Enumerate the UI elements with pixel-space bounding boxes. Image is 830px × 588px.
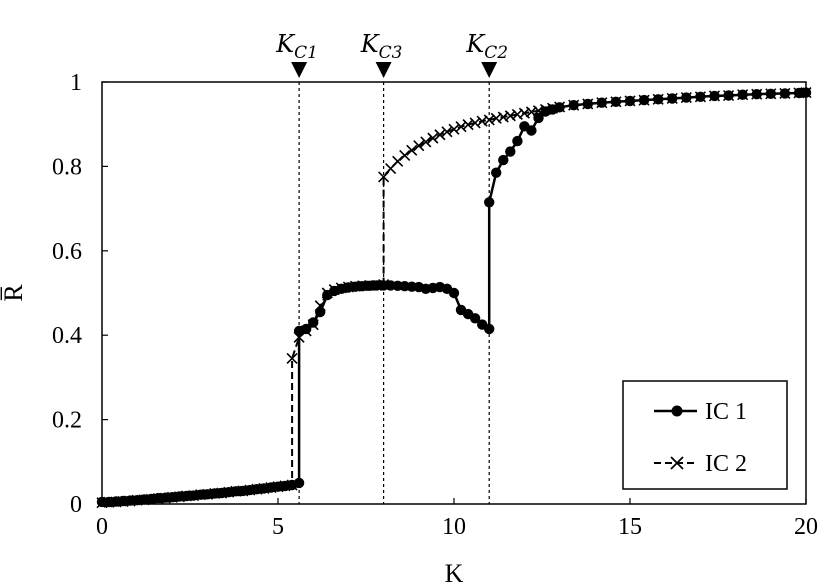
series-2-point (483, 114, 495, 126)
y-axis: 0 0.2 0.4 0.6 0.8 1 (52, 70, 108, 518)
x-tick-label: 10 (442, 514, 466, 540)
series-2-point (737, 89, 749, 101)
series-2-point (399, 149, 411, 161)
series-2-point (722, 89, 735, 102)
critical-label-subscript: C3 (379, 43, 403, 63)
series-1-point (484, 197, 495, 208)
critical-label-subscript: C1 (294, 43, 318, 63)
series-2-point (582, 98, 594, 110)
series-2-point (694, 91, 706, 103)
x-tick-label: 5 (272, 514, 284, 540)
series-2-point (406, 144, 418, 156)
series-2-point (413, 140, 425, 152)
series-2-point (765, 88, 777, 100)
y-axis-title: R̅ (0, 284, 28, 302)
series-1-point (293, 477, 305, 489)
series-2-point (441, 126, 453, 138)
x-tick-label: 20 (794, 514, 818, 540)
series-1-point (469, 313, 481, 324)
legend: IC 1 IC 2 (622, 380, 788, 490)
series-2-point (455, 121, 467, 133)
critical-label: KC3 (360, 30, 403, 63)
series-2-point (314, 300, 326, 312)
series-1-point (505, 146, 516, 157)
series-1-point (526, 125, 537, 136)
series-2-point (462, 119, 474, 131)
series-1-point (301, 323, 312, 335)
series-1-point (448, 287, 460, 299)
y-tick-label: 0.2 (52, 408, 82, 434)
critical-label-main: K (275, 30, 296, 58)
series-2-point (328, 284, 340, 296)
critical-marker-triangle (291, 62, 308, 78)
series-2-point (434, 129, 446, 141)
series-2-point (666, 92, 678, 105)
series-2-point (286, 352, 298, 364)
series-2-point (392, 155, 404, 167)
series-2-point (708, 90, 721, 102)
x-tick-label: 0 (96, 514, 108, 540)
y-tick-label: 0.8 (52, 154, 82, 180)
series-2-point (652, 93, 664, 105)
legend-ic1-marker (671, 405, 683, 417)
x-axis: 0 5 10 15 20 (96, 498, 818, 540)
series-2-point (596, 97, 608, 109)
series-2-point (448, 123, 460, 135)
series-2-point (554, 101, 566, 113)
y-tick-label: 1 (70, 70, 82, 96)
series-2-point (307, 319, 319, 331)
y-tick-label: 0.4 (52, 323, 82, 349)
critical-lines: KC1 KC3 KC2 (275, 30, 508, 504)
legend-ic2-marker (670, 456, 684, 470)
series-1-point (308, 317, 319, 328)
series-2-point (469, 117, 481, 129)
series-1-point (498, 154, 509, 166)
series-1-point (491, 167, 502, 178)
series-2-point (321, 287, 333, 299)
x-tick-label: 15 (618, 514, 642, 540)
series-2-point (568, 99, 580, 111)
y-tick-label: 0 (70, 492, 82, 518)
critical-marker-triangle (481, 62, 498, 78)
x-axis-title: K (445, 559, 464, 588)
series-2-point (680, 92, 692, 104)
y-tick-label: 0.6 (52, 239, 82, 265)
critical-label: KC1 (275, 30, 318, 63)
legend-box (622, 380, 788, 490)
series-2-point (779, 87, 791, 99)
critical-label-main: K (360, 30, 381, 58)
series-2-point (800, 86, 812, 99)
series-2-point (420, 136, 432, 148)
series-2-point (378, 171, 390, 183)
critical-label: KC2 (465, 30, 508, 63)
series-2-point (286, 479, 298, 491)
legend-ic1-label: IC 1 (705, 399, 747, 425)
series-layer (96, 86, 812, 509)
series-2-point (638, 94, 650, 106)
series-2-point (427, 132, 439, 144)
critical-label-main: K (465, 30, 486, 58)
legend-ic2-label: IC 2 (705, 451, 747, 477)
critical-label-subscript: C2 (484, 43, 508, 63)
series-2-point (751, 88, 763, 100)
critical-marker-triangle (375, 62, 392, 78)
series-2-point (624, 95, 636, 107)
series-2-point (378, 278, 390, 291)
series-1-point (512, 135, 523, 147)
series-1-point (484, 323, 495, 335)
series-2-point (610, 96, 622, 108)
